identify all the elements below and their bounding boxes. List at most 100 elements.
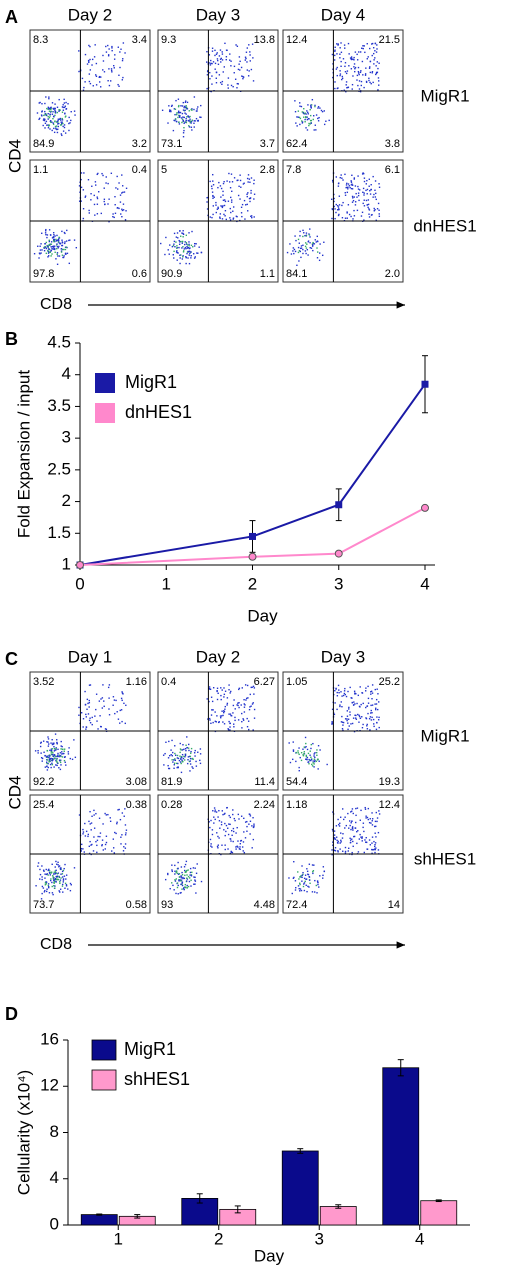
event-dot <box>174 758 176 760</box>
event-dot <box>218 809 220 812</box>
event-dot <box>120 709 123 711</box>
event-dot <box>338 195 341 197</box>
event-dot <box>41 878 43 881</box>
event-dot <box>351 701 354 704</box>
event-dot <box>288 742 290 744</box>
marker <box>249 532 256 540</box>
event-dot <box>122 58 124 60</box>
event-dot <box>378 716 380 719</box>
event-dot <box>190 257 192 259</box>
event-dot <box>302 754 304 756</box>
event-dot <box>333 200 335 203</box>
event-dot <box>376 48 378 50</box>
event-dot <box>351 820 353 822</box>
event-dot <box>45 252 48 255</box>
event-dot <box>305 745 307 748</box>
event-dot <box>352 829 354 831</box>
event-dot <box>48 108 50 110</box>
event-dot <box>46 124 48 126</box>
x-tick-label: 1 <box>114 1229 123 1248</box>
event-dot <box>172 244 175 247</box>
event-dot <box>50 878 52 880</box>
event-dot <box>54 873 56 875</box>
event-dot <box>193 120 195 122</box>
event-dot <box>182 230 184 232</box>
event-dot <box>61 239 63 241</box>
event-dot <box>54 109 56 111</box>
event-dot <box>63 759 66 762</box>
event-dot <box>358 72 360 74</box>
event-dot <box>108 84 111 87</box>
event-dot <box>323 110 325 112</box>
event-dot <box>100 212 102 215</box>
event-dot <box>248 197 251 200</box>
event-dot <box>57 861 59 864</box>
event-dot <box>223 710 226 713</box>
event-dot <box>293 860 295 863</box>
quadrant-value: 84.1 <box>286 268 307 280</box>
event-dot <box>186 869 188 872</box>
event-dot <box>113 699 116 701</box>
event-dot <box>239 843 242 845</box>
event-dot <box>307 761 309 763</box>
event-dot <box>224 215 226 217</box>
event-dot <box>229 219 232 221</box>
event-dot <box>183 248 185 250</box>
event-dot <box>53 742 55 744</box>
event-dot <box>353 66 355 68</box>
marker <box>248 552 257 561</box>
event-dot <box>184 106 187 108</box>
event-dot <box>339 704 341 706</box>
event-dot <box>212 205 215 207</box>
event-dot <box>376 44 378 46</box>
event-dot <box>295 122 297 124</box>
event-dot <box>168 253 170 255</box>
event-dot <box>60 133 63 135</box>
event-dot <box>347 722 349 724</box>
event-dot <box>184 874 186 877</box>
event-dot <box>243 817 245 820</box>
event-dot <box>173 243 175 245</box>
event-dot <box>57 125 60 128</box>
event-dot <box>212 173 214 176</box>
y-tick-label: 12 <box>40 1076 59 1095</box>
event-dot <box>367 697 370 700</box>
event-dot <box>219 58 222 60</box>
event-dot <box>108 68 110 70</box>
event-dot <box>93 836 95 838</box>
event-dot <box>88 701 91 704</box>
event-dot <box>359 833 361 836</box>
event-dot <box>54 240 56 243</box>
event-dot <box>227 729 230 731</box>
event-dot <box>177 111 180 113</box>
event-dot <box>124 722 126 725</box>
event-dot <box>48 754 51 756</box>
event-dot <box>53 885 55 887</box>
event-dot <box>40 898 43 900</box>
event-dot <box>358 838 361 840</box>
event-dot <box>351 201 354 203</box>
event-dot <box>249 200 251 203</box>
event-dot <box>371 824 374 826</box>
event-dot <box>211 846 213 848</box>
event-dot <box>119 51 121 53</box>
event-dot <box>185 243 188 245</box>
quadrant-value: 90.9 <box>161 268 182 280</box>
event-dot <box>195 243 197 245</box>
event-dot <box>54 103 56 105</box>
event-dot <box>95 812 97 815</box>
event-dot <box>375 707 377 709</box>
event-dot <box>236 215 238 218</box>
event-dot <box>297 752 299 754</box>
event-dot <box>303 877 306 880</box>
quadrant-value: 2.8 <box>260 164 275 176</box>
marker <box>421 380 429 388</box>
event-dot <box>48 251 51 254</box>
event-dot <box>361 692 364 694</box>
event-dot <box>207 718 209 720</box>
event-dot <box>80 186 83 189</box>
event-dot <box>213 816 215 818</box>
event-dot <box>96 197 99 200</box>
event-dot <box>252 838 255 841</box>
event-dot <box>49 108 52 111</box>
